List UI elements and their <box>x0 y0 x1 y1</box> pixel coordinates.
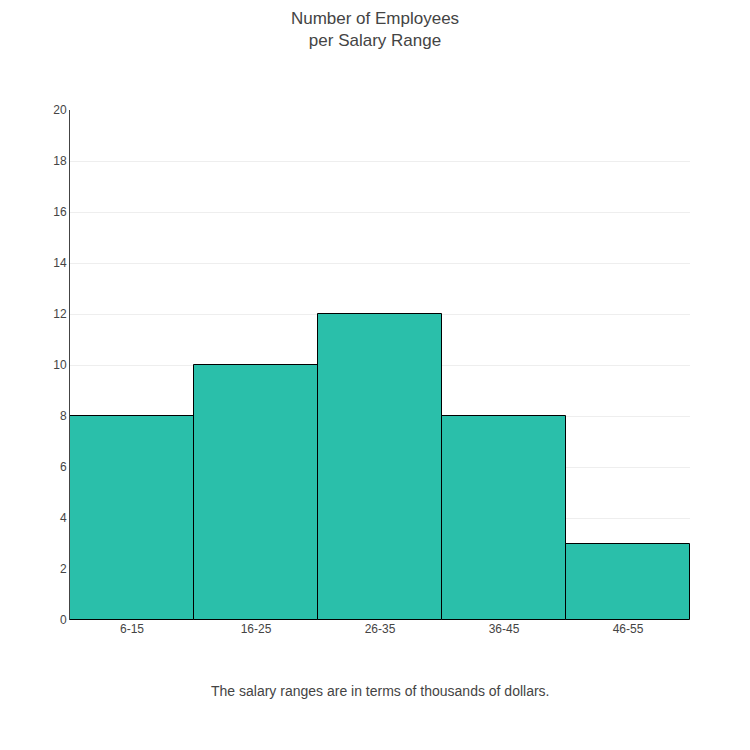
svg-text:16: 16 <box>53 205 67 219</box>
svg-text:10: 10 <box>53 358 67 372</box>
svg-text:16-25: 16-25 <box>241 622 272 636</box>
svg-text:26-35: 26-35 <box>365 622 396 636</box>
svg-text:6-15: 6-15 <box>120 622 144 636</box>
svg-text:12: 12 <box>53 307 67 321</box>
svg-text:20: 20 <box>53 103 67 117</box>
svg-text:18: 18 <box>53 154 67 168</box>
svg-text:14: 14 <box>53 256 67 270</box>
svg-text:36-45: 36-45 <box>489 622 520 636</box>
svg-text:0: 0 <box>60 613 67 627</box>
svg-text:46-55: 46-55 <box>613 622 644 636</box>
svg-text:Number of Employeesper Salary: Number of Employeesper Salary Range <box>291 9 459 50</box>
svg-text:4: 4 <box>60 511 67 525</box>
svg-text:The salary ranges are in terms: The salary ranges are in terms of thousa… <box>211 683 550 699</box>
svg-text:2: 2 <box>60 562 67 576</box>
svg-text:8: 8 <box>60 409 67 423</box>
svg-text:6: 6 <box>60 460 67 474</box>
